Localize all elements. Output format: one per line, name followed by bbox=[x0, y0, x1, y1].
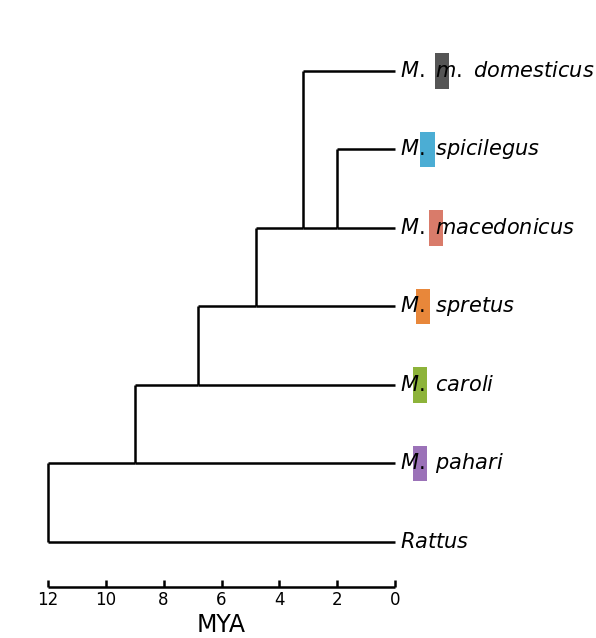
Text: $\it{M.\ caroli}$: $\it{M.\ caroli}$ bbox=[400, 375, 494, 395]
Text: $\it{Rattus}$: $\it{Rattus}$ bbox=[400, 532, 469, 552]
Text: $\it{M.\ pahari}$: $\it{M.\ pahari}$ bbox=[400, 451, 504, 475]
Bar bbox=[434, 53, 449, 89]
Text: $\it{M.\ spretus}$: $\it{M.\ spretus}$ bbox=[400, 294, 515, 318]
Text: 12: 12 bbox=[37, 591, 58, 609]
Bar bbox=[420, 131, 434, 167]
Bar bbox=[415, 289, 430, 324]
Text: 6: 6 bbox=[216, 591, 226, 609]
Text: 8: 8 bbox=[159, 591, 169, 609]
Text: $\it{M.\ m.\ domesticus}$: $\it{M.\ m.\ domesticus}$ bbox=[400, 61, 594, 81]
Text: MYA: MYA bbox=[197, 612, 246, 637]
Bar bbox=[413, 446, 427, 481]
Bar bbox=[413, 367, 427, 403]
Text: $\it{M.\ macedonicus}$: $\it{M.\ macedonicus}$ bbox=[400, 218, 575, 238]
Text: $\it{M.\ spicilegus}$: $\it{M.\ spicilegus}$ bbox=[400, 137, 540, 161]
Text: 10: 10 bbox=[95, 591, 116, 609]
Text: 0: 0 bbox=[390, 591, 401, 609]
Bar bbox=[429, 211, 443, 246]
Text: 2: 2 bbox=[332, 591, 343, 609]
Text: 4: 4 bbox=[274, 591, 285, 609]
